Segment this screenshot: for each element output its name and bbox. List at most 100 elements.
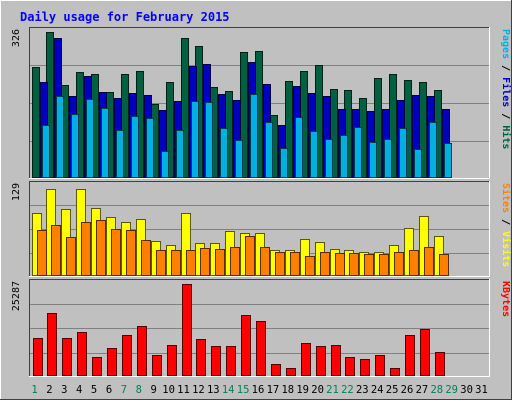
bar-pages-day-14 xyxy=(235,140,243,178)
x-tick-label: 4 xyxy=(76,384,82,396)
bar-sites-day-20 xyxy=(320,252,330,276)
bar-kbytes-day-14 xyxy=(226,346,236,376)
bar-kbytes-day-22 xyxy=(345,357,355,376)
bar-sites-day-6 xyxy=(111,229,121,276)
bar-pages-day-28 xyxy=(444,143,452,178)
x-tick-label: 16 xyxy=(252,384,265,396)
legend-part: Visits xyxy=(500,231,512,267)
bar-pages-day-27 xyxy=(429,122,437,178)
bar-kbytes-day-4 xyxy=(77,332,87,376)
x-tick-label: 23 xyxy=(356,384,369,396)
bar-sites-day-10 xyxy=(171,250,181,276)
bar-kbytes-day-1 xyxy=(33,338,43,376)
bar-kbytes-day-23 xyxy=(360,359,370,376)
bar-sites-day-26 xyxy=(409,250,419,276)
bar-pages-day-5 xyxy=(101,108,109,178)
bar-pages-day-4 xyxy=(86,99,94,178)
x-tick-label: 11 xyxy=(177,384,190,396)
x-tick-label: 13 xyxy=(207,384,220,396)
bar-sites-day-19 xyxy=(305,256,315,276)
axis-max-label: 129 xyxy=(11,183,22,201)
series-legend-label: Sites / Visits xyxy=(500,183,512,267)
x-tick-label: 22 xyxy=(341,384,354,396)
x-tick-label: 17 xyxy=(267,384,280,396)
bar-sites-day-1 xyxy=(37,230,47,276)
bar-kbytes-day-26 xyxy=(405,335,415,376)
bar-sites-day-18 xyxy=(290,252,300,276)
x-tick-label: 5 xyxy=(91,384,97,396)
bar-sites-day-7 xyxy=(126,230,136,276)
bar-pages-day-13 xyxy=(220,128,228,178)
legend-part: / xyxy=(500,59,511,77)
legend-part: Pages xyxy=(500,29,511,59)
bar-kbytes-day-8 xyxy=(137,326,147,376)
hits-panel: 326 Pages / Files / Hits xyxy=(11,27,512,179)
bar-sites-day-24 xyxy=(379,254,389,276)
bar-sites-day-23 xyxy=(364,254,374,276)
bar-kbytes-day-13 xyxy=(211,346,221,376)
bar-sites-day-5 xyxy=(96,220,106,276)
bar-sites-day-16 xyxy=(260,247,270,276)
bar-kbytes-day-19 xyxy=(301,343,311,376)
bar-kbytes-day-12 xyxy=(196,339,206,376)
bar-kbytes-day-25 xyxy=(390,368,400,376)
bar-sites-day-8 xyxy=(141,240,151,276)
bar-kbytes-day-11 xyxy=(182,284,192,376)
bar-pages-day-18 xyxy=(295,117,303,178)
bar-pages-day-21 xyxy=(340,135,348,178)
x-tick-label: 7 xyxy=(121,384,127,396)
x-tick-label: 14 xyxy=(222,384,235,396)
bar-sites-day-27 xyxy=(424,247,434,276)
bar-sites-day-17 xyxy=(275,252,285,276)
bar-sites-day-25 xyxy=(394,252,404,276)
bar-kbytes-day-7 xyxy=(122,335,132,376)
bar-pages-day-1 xyxy=(42,125,50,178)
bar-kbytes-day-10 xyxy=(167,345,177,376)
x-tick-label: 26 xyxy=(401,384,414,396)
bar-pages-day-26 xyxy=(414,149,422,178)
bar-pages-day-23 xyxy=(369,142,377,178)
x-tick-label: 10 xyxy=(162,384,175,396)
legend-part: KBytes xyxy=(500,281,511,317)
bar-kbytes-day-24 xyxy=(375,355,385,376)
series-hits xyxy=(32,32,442,178)
bar-kbytes-day-17 xyxy=(271,364,281,376)
bar-pages-day-9 xyxy=(161,151,169,178)
x-tick-label: 3 xyxy=(61,384,67,396)
bar-sites-day-14 xyxy=(230,247,240,276)
bar-pages-day-25 xyxy=(399,128,407,178)
bar-sites-day-21 xyxy=(335,253,345,276)
series-legend-label: Pages / Files / Hits xyxy=(500,29,512,149)
bar-sites-day-22 xyxy=(349,253,359,276)
x-tick-label: 18 xyxy=(281,384,294,396)
bar-kbytes-day-20 xyxy=(316,346,326,376)
chart-panels: 326 Pages / Files / Hits 129 Sites / Visits… xyxy=(11,27,512,377)
bar-pages-day-20 xyxy=(325,139,333,178)
bar-kbytes-day-18 xyxy=(286,368,296,376)
bar-sites-day-9 xyxy=(156,250,166,276)
bar-pages-day-2 xyxy=(56,96,64,178)
x-tick-label: 8 xyxy=(136,384,142,396)
chart-title: Daily usage for February 2015 xyxy=(20,10,230,24)
legend-part: Hits xyxy=(500,125,512,149)
x-tick-label: 31 xyxy=(475,384,488,396)
bar-kbytes-day-5 xyxy=(92,357,102,376)
x-tick-label: 9 xyxy=(151,384,157,396)
x-tick-label: 25 xyxy=(386,384,399,396)
x-tick-label: 24 xyxy=(371,384,384,396)
bar-kbytes-day-16 xyxy=(256,321,266,376)
x-tick-label: 29 xyxy=(445,384,458,396)
axis-max-label: 326 xyxy=(11,29,22,47)
legend-part: / xyxy=(500,213,511,231)
bar-pages-day-6 xyxy=(116,130,124,178)
bar-kbytes-day-3 xyxy=(62,338,72,376)
x-tick-label: 2 xyxy=(46,384,52,396)
bar-sites-day-4 xyxy=(81,222,91,276)
x-axis-labels: 1 2 3 4 5 6 7 8 9 10 11 12 13 14 15 16 17 18 19 20 21 22 23 24 2… xyxy=(31,384,487,396)
bar-pages-day-15 xyxy=(250,94,258,178)
x-tick-label: 21 xyxy=(326,384,339,396)
bar-pages-day-8 xyxy=(146,118,154,178)
x-tick-label: 19 xyxy=(296,384,309,396)
bar-kbytes-day-28 xyxy=(435,352,445,376)
